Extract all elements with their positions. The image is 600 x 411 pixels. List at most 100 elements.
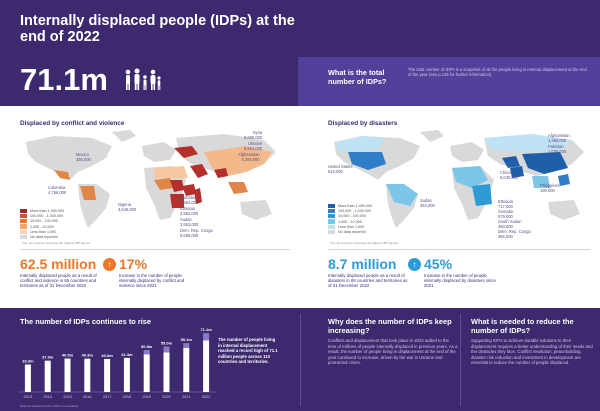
conflict-label-colombia: Colombia 4,766,000 [48,185,67,195]
idp-trend-chart: 33.3m 2013 37.9m 2014 40.5m 2015 40.3m 2016 40.0… [18,327,216,399]
chart-source-note: Data for disasters before 2019 not avail… [20,404,79,408]
bar-conflict [123,357,130,392]
legend-swatch [328,208,335,213]
bar-conflict [24,364,31,392]
disaster-label-usa: United States 543,000 [328,164,353,174]
legend-swatch [20,219,27,224]
conflict-label-afghanistan: Afghanistan 4,394,000 [238,152,260,162]
bar-conflict [104,358,111,392]
disaster-map [334,130,584,228]
bar-conflict [203,340,210,392]
conflict-stat-value: 62.5 million [20,256,97,272]
rise-note: The number of people living in internal … [218,337,278,364]
bar-disasters [203,333,210,341]
disaster-label-sudan: Sudan 354,000 [420,198,435,208]
page-title: Internally displaced people (IDPs) at th… [20,13,295,45]
bar-total-label: 50.8m [141,344,153,349]
legend-item: 100,000 - 1,000,000 [20,213,64,218]
legend-item: 10,000 - 100,000 [328,214,372,219]
bar-disasters [183,343,190,349]
legend-swatch [20,224,27,229]
legend-swatch [328,214,335,219]
legend-swatch [20,208,27,213]
bar-total-label: 37.9m [42,355,54,360]
disaster-legend: More than 1,000,000 100,000 - 1,000,000 … [328,203,372,235]
bar-disasters [143,350,150,355]
legend-item: 1,000 - 10,000 [20,224,64,229]
why-text: Conflicts and displacement that took pla… [328,338,458,366]
conflict-map [26,130,276,228]
x-tick-label: 2014 [43,395,51,399]
bar-conflict [44,360,51,392]
conflict-label-sudan: Sudan 3,553,000 [180,217,199,227]
x-tick-label: 2013 [24,395,32,399]
conflict-pct-desc: Increase in the number of people interna… [119,273,185,289]
x-tick-label: 2016 [83,395,91,399]
people-icon [125,68,161,90]
total-question-panel [298,57,600,106]
bar-total-label: 33.3m [22,358,34,363]
bar-conflict [143,354,150,392]
legend-item: 100,000 - 1,000,000 [328,208,372,213]
bar-conflict [64,358,71,392]
header: Internally displaced people (IDPs) at th… [0,0,600,57]
disaster-heading: Displaced by disasters [328,120,398,127]
conflict-label-syria: Syria 6,865,000 [244,130,263,140]
bar-total-label: 59.1m [181,337,193,342]
disaster-label-pakistan: Pakistan 1,025,000 [548,144,567,154]
rise-title: The number of IDPs continues to rise [20,317,151,326]
total-idps-value: 71.1m [20,62,108,97]
bar-disasters [163,346,170,353]
x-tick-label: 2019 [142,395,150,399]
total-question: What is the total number of IDPs? [328,68,387,86]
disaster-label-south-sudan: South Sudan 460,000 [498,219,522,229]
conflict-label-drc: Dem. Rep. Congo 5,686,000 [180,228,213,238]
conflict-pct: 17% [119,256,148,272]
conflict-legend: More than 1,000,000 100,000 - 1,000,000 … [20,208,64,240]
bar-conflict [84,358,91,392]
legend-swatch [328,219,335,224]
disaster-label-drc: Dem. Rep. Congo 356,000 [498,229,531,239]
disaster-label-philippines: Philippines 190,000 [540,183,560,193]
disaster-pct-desc: Increase in the number of people interna… [424,273,496,289]
conflict-label-mexico: Mexico 386,000 [76,152,91,162]
bar-total-label: 55.0m [161,341,173,346]
bar-total-label: 41.3m [121,352,133,357]
legend-item: No data reported [20,234,64,240]
conflict-label-somalia: Somalia 3,864,000 [180,195,199,205]
disaster-map-note: The 10 countries reporting the highest I… [330,241,399,245]
disaster-label-china: China 6,040,000 [500,170,519,180]
conflict-stat-desc: Internally displaced people as a result … [20,273,97,289]
bar-conflict [183,348,190,392]
legend-swatch [328,203,335,208]
x-tick-label: 2017 [103,395,111,399]
conflict-heading: Displaced by conflict and violence [20,120,125,127]
disaster-label-afghanistan: Afghanistan 1,396,000 [548,133,570,143]
bar-total-label: 40.5m [62,353,74,358]
legend-swatch [20,229,27,234]
bar-total-label: 40.0m [101,353,113,358]
divider [20,249,290,250]
need-text: Supporting IDPs to achieve durable solut… [471,338,593,366]
legend-swatch [20,235,27,240]
x-tick-label: 2021 [182,395,190,399]
bar-total-label: 71.1m [200,327,212,332]
x-tick-label: 2018 [123,395,131,399]
x-tick-label: 2015 [63,395,71,399]
disaster-stat-value: 8.7 million [328,256,397,272]
bar-conflict [163,352,170,392]
conflict-map-note: The 10 countries reporting the highest I… [22,241,91,245]
arrow-up-icon: ↑ [408,258,421,271]
arrow-up-icon: ↑ [103,258,116,271]
conflict-label-ethiopia: Ethiopia 3,852,000 [180,206,199,216]
divider [300,314,301,406]
legend-item: More than 1,000,000 [328,203,372,208]
disaster-stat-desc: Internally displaced people as a result … [328,273,408,289]
legend-item: More than 1,000,000 [20,208,64,213]
total-answer: The total number of IDPs is a snapshot o… [408,67,587,78]
legend-swatch [328,230,335,235]
legend-item: No data reported [328,229,372,235]
disaster-label-somalia: Somalia 579,000 [498,209,513,219]
divider [328,249,590,250]
